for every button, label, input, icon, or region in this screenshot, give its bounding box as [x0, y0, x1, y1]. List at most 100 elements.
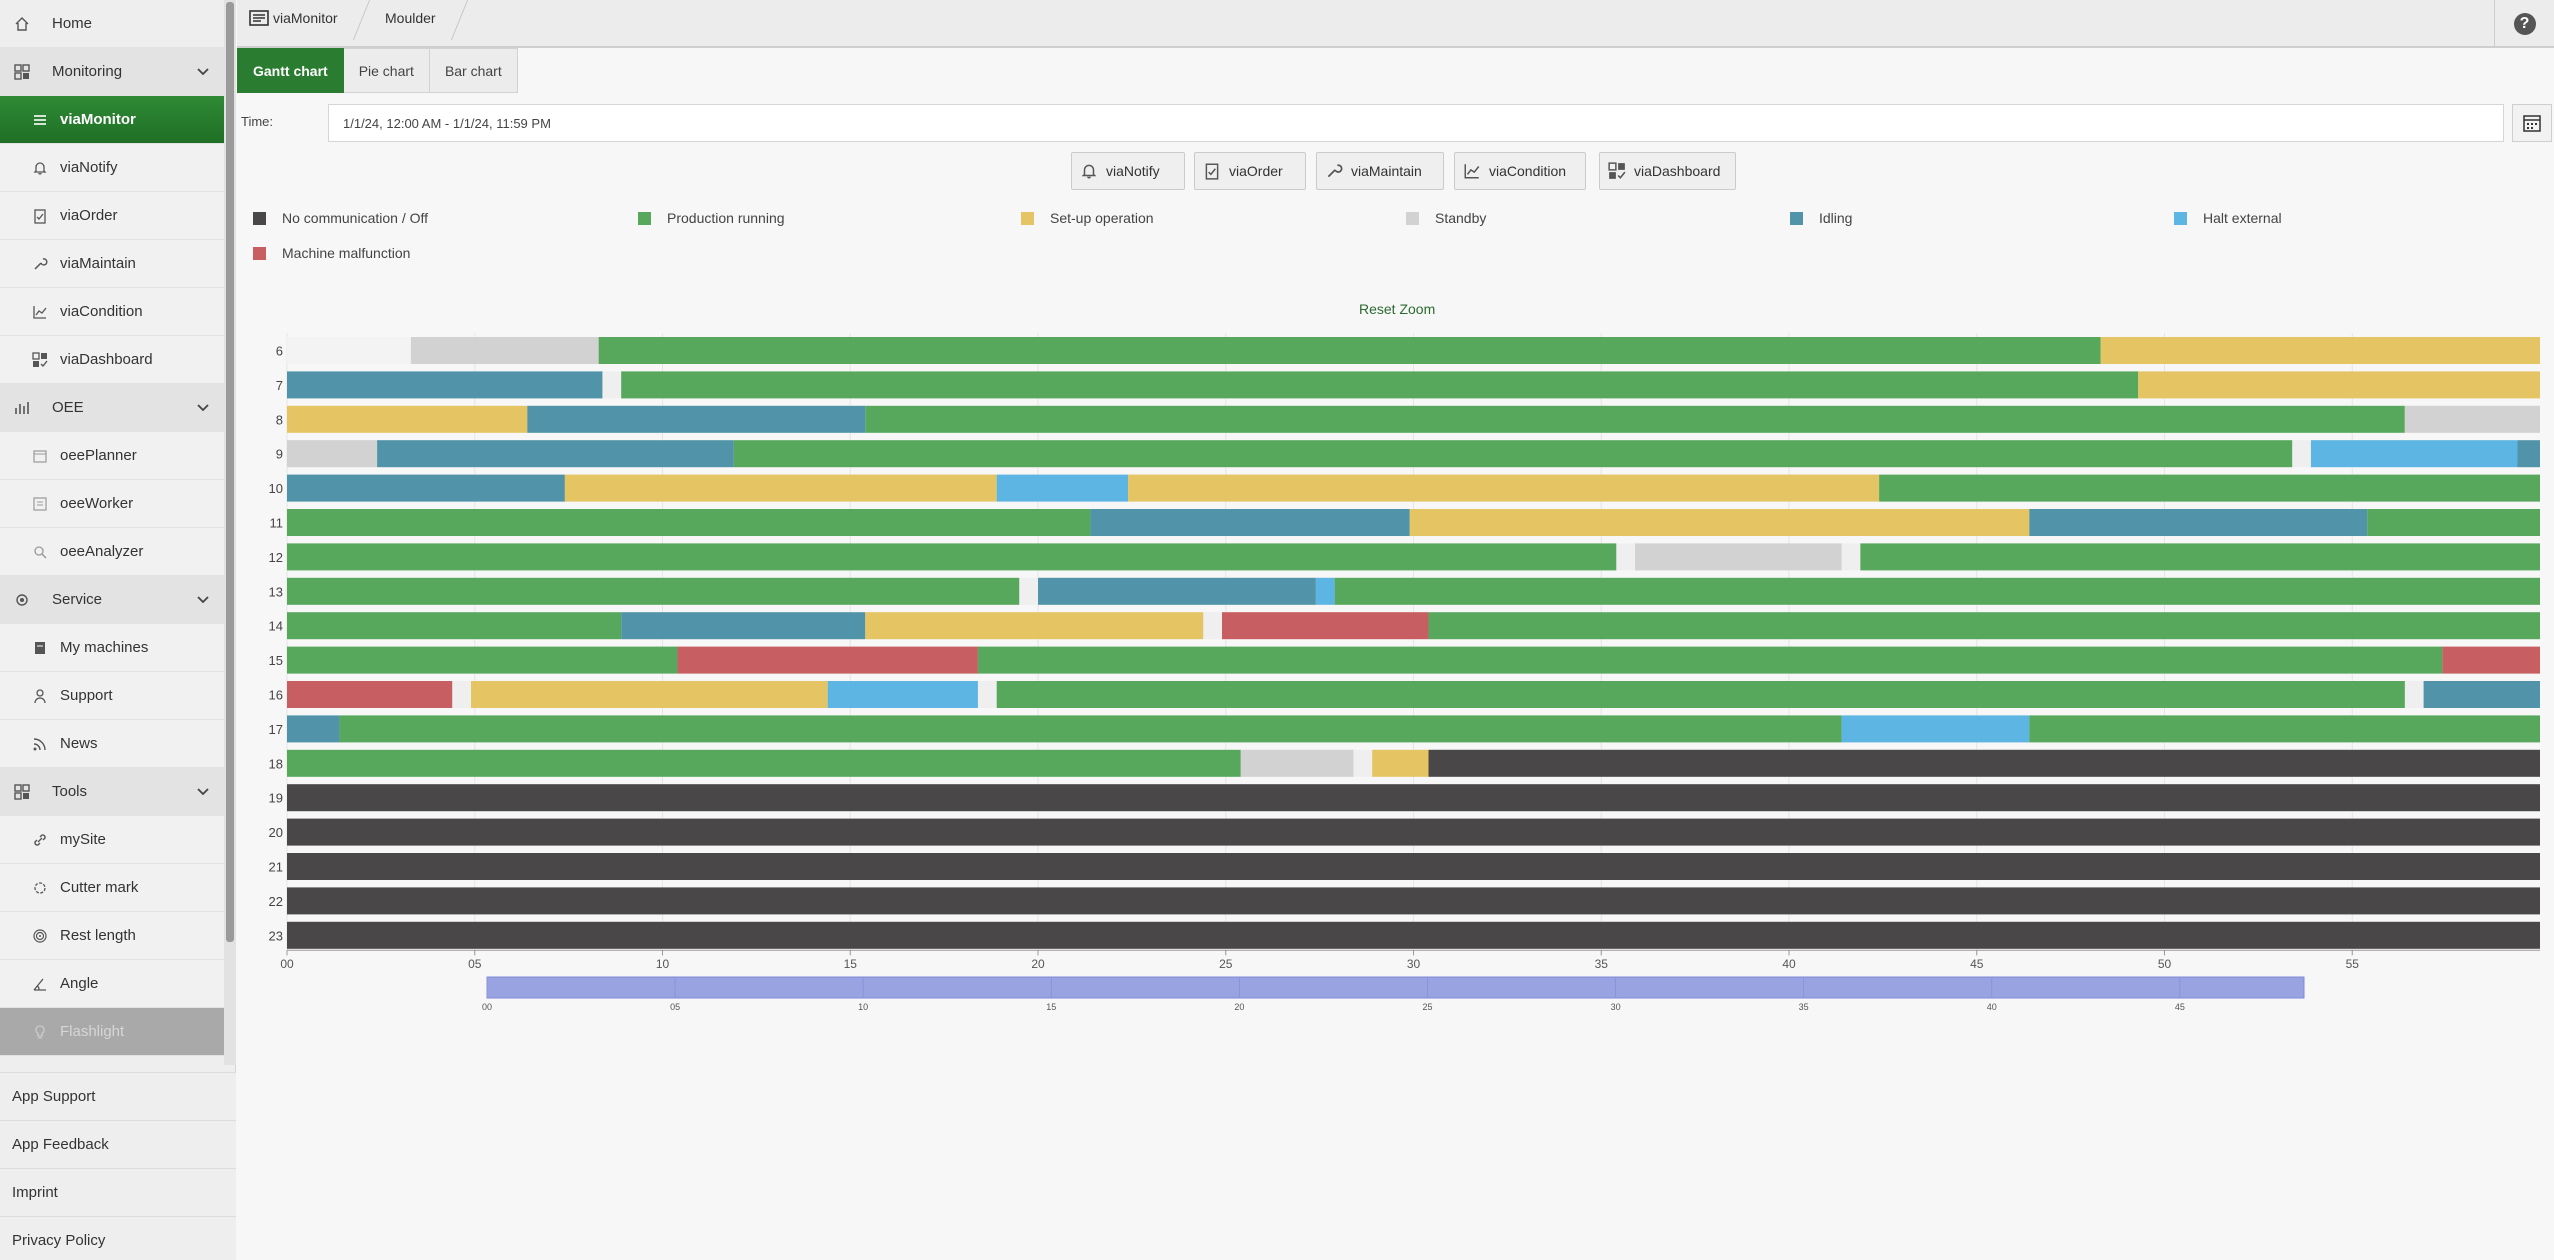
tab-bar-chart[interactable]: Bar chart — [429, 48, 518, 93]
gantt-segment-running — [1879, 474, 2540, 502]
sidebar-item-news[interactable]: News — [0, 720, 224, 768]
tab-pie-chart[interactable]: Pie chart — [343, 48, 430, 93]
sidebar-item-label: Support — [60, 687, 113, 704]
gantt-row-track — [287, 681, 2540, 708]
sidebar-item-label: Flashlight — [60, 1023, 125, 1040]
sidebar-item-mysite[interactable]: mySite — [0, 816, 224, 864]
home-icon — [12, 16, 32, 32]
gantt-segment-setup — [564, 474, 997, 502]
viacondition-button[interactable]: viaCondition — [1454, 152, 1586, 190]
button-label: viaOrder — [1229, 163, 1283, 179]
sidebar-item-vianotify[interactable]: viaNotify — [0, 144, 224, 192]
sidebar-item-label: Home — [52, 15, 93, 32]
gantt-segment-blank — [287, 337, 411, 364]
row-label: 12 — [269, 550, 283, 565]
row-label: 7 — [276, 378, 283, 393]
calendar-button[interactable] — [2512, 104, 2552, 142]
button-label: viaMaintain — [1351, 163, 1422, 179]
gantt-segment-halt — [1841, 715, 2030, 743]
chevron-down-icon[interactable] — [194, 62, 212, 80]
sidebar-item-label: Service — [52, 591, 103, 608]
chevron-down-icon[interactable] — [194, 782, 212, 800]
reset-zoom-button[interactable]: Reset Zoom — [1359, 301, 1436, 317]
sidebar-item-label: viaCondition — [60, 303, 143, 320]
gantt-segment-idling — [287, 715, 340, 743]
gantt-segment-running — [2367, 509, 2540, 536]
sidebar-item-viaorder[interactable]: viaOrder — [0, 192, 224, 240]
legend-item-setup[interactable]: Set-up operation — [1021, 210, 1154, 226]
sidebar-scrollbar-thumb[interactable] — [226, 2, 234, 942]
vianotify-button[interactable]: viaNotify — [1071, 152, 1185, 190]
breadcrumb-divider — [450, 0, 469, 40]
sidebar-item-label: Monitoring — [52, 63, 123, 80]
legend-item-off[interactable]: No communication / Off — [253, 210, 428, 226]
line-chart-icon — [1463, 162, 1481, 180]
navigator-tick-label: 40 — [1987, 1002, 1997, 1012]
legend-item-malfunction[interactable]: Machine malfunction — [253, 245, 410, 261]
row-label: 13 — [269, 584, 283, 599]
gantt-segment-idling — [2423, 681, 2540, 708]
sidebar-item-rest-length[interactable]: Rest length — [0, 912, 224, 960]
footer-link-app-feedback[interactable]: App Feedback — [0, 1120, 236, 1168]
tab-gantt-chart[interactable]: Gantt chart — [237, 48, 344, 93]
footer-link-privacy-policy[interactable]: Privacy Policy — [0, 1216, 236, 1260]
sidebar-item-viamaintain[interactable]: viaMaintain — [0, 240, 224, 288]
footer-link-imprint[interactable]: Imprint — [0, 1168, 236, 1216]
target-icon — [30, 928, 50, 944]
sidebar-item-angle[interactable]: Angle — [0, 960, 224, 1008]
cutter-icon — [30, 880, 50, 896]
viamaintain-button[interactable]: viaMaintain — [1316, 152, 1444, 190]
legend-item-halt[interactable]: Halt external — [2174, 210, 2282, 226]
sidebar-item-oeeanalyzer[interactable]: oeeAnalyzer — [0, 528, 224, 576]
legend-item-idling[interactable]: Idling — [1790, 210, 1852, 226]
legend-item-running[interactable]: Production running — [638, 210, 785, 226]
sidebar-item-flashlight[interactable]: Flashlight — [0, 1008, 224, 1056]
sidebar-item-service[interactable]: Service — [0, 576, 224, 624]
gantt-segment-standby — [287, 440, 378, 468]
breadcrumb-viamonitor[interactable]: viaMonitor — [249, 0, 338, 36]
sidebar-item-home[interactable]: Home — [0, 0, 224, 48]
navigator-tick-label: 45 — [2175, 1002, 2185, 1012]
top-bar: viaMonitor Moulder ? — [237, 0, 2554, 48]
person-icon — [30, 688, 50, 704]
legend-item-standby[interactable]: Standby — [1406, 210, 1486, 226]
chevron-down-icon[interactable] — [194, 590, 212, 608]
gantt-segment-off — [287, 818, 2540, 846]
service-icon — [12, 592, 32, 608]
help-button[interactable]: ? — [2494, 0, 2554, 48]
breadcrumb-moulder[interactable]: Moulder — [385, 0, 436, 36]
sidebar-item-oeeplanner[interactable]: oeePlanner — [0, 432, 224, 480]
monitoring-icon — [12, 63, 32, 80]
sidebar-item-viamonitor[interactable]: viaMonitor — [0, 96, 224, 144]
gantt-segment-off — [287, 921, 2540, 949]
gantt-segment-idling — [621, 612, 866, 640]
viaorder-button[interactable]: viaOrder — [1194, 152, 1306, 190]
gantt-segment-idling — [287, 371, 603, 399]
legend-swatch — [1790, 211, 1803, 225]
sidebar-item-viacondition[interactable]: viaCondition — [0, 288, 224, 336]
x-tick-label: 20 — [1031, 957, 1045, 971]
sidebar-item-oeeworker[interactable]: oeeWorker — [0, 480, 224, 528]
x-tick-label: 35 — [1595, 957, 1609, 971]
gantt-segment-standby — [1635, 543, 1842, 571]
time-range-input[interactable] — [328, 104, 2504, 142]
sidebar-item-label: viaMaintain — [60, 255, 136, 272]
sidebar-item-viadashboard[interactable]: viaDashboard — [0, 336, 224, 384]
breadcrumb-label: viaMonitor — [273, 10, 338, 26]
sidebar-item-oee[interactable]: OEE — [0, 384, 224, 432]
sidebar-item-my-machines[interactable]: My machines — [0, 624, 224, 672]
gantt-row-track — [287, 818, 2540, 846]
sidebar-scrollbar[interactable] — [224, 0, 236, 1065]
sidebar-item-cutter-mark[interactable]: Cutter mark — [0, 864, 224, 912]
gantt-row-track — [287, 715, 2540, 743]
sidebar-item-support[interactable]: Support — [0, 672, 224, 720]
legend-swatch — [638, 211, 651, 225]
footer-link-app-support[interactable]: App Support — [0, 1072, 236, 1120]
gantt-segment-malfunction — [1221, 612, 1429, 640]
sidebar-item-monitoring[interactable]: Monitoring — [0, 48, 224, 96]
chevron-down-icon[interactable] — [194, 398, 212, 416]
gantt-row-track — [287, 577, 2540, 605]
viadashboard-button[interactable]: viaDashboard — [1599, 152, 1736, 190]
clipboard-icon — [30, 208, 50, 224]
sidebar-item-tools[interactable]: Tools — [0, 768, 224, 816]
